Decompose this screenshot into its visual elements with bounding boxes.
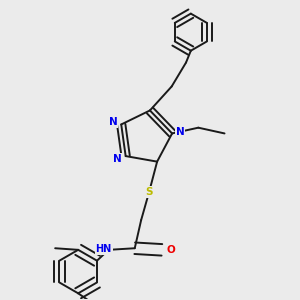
Text: O: O [167,245,175,255]
Text: HN: HN [96,244,112,254]
Text: N: N [109,117,118,127]
Text: N: N [113,154,122,164]
Text: N: N [176,127,184,137]
Text: S: S [146,187,153,197]
